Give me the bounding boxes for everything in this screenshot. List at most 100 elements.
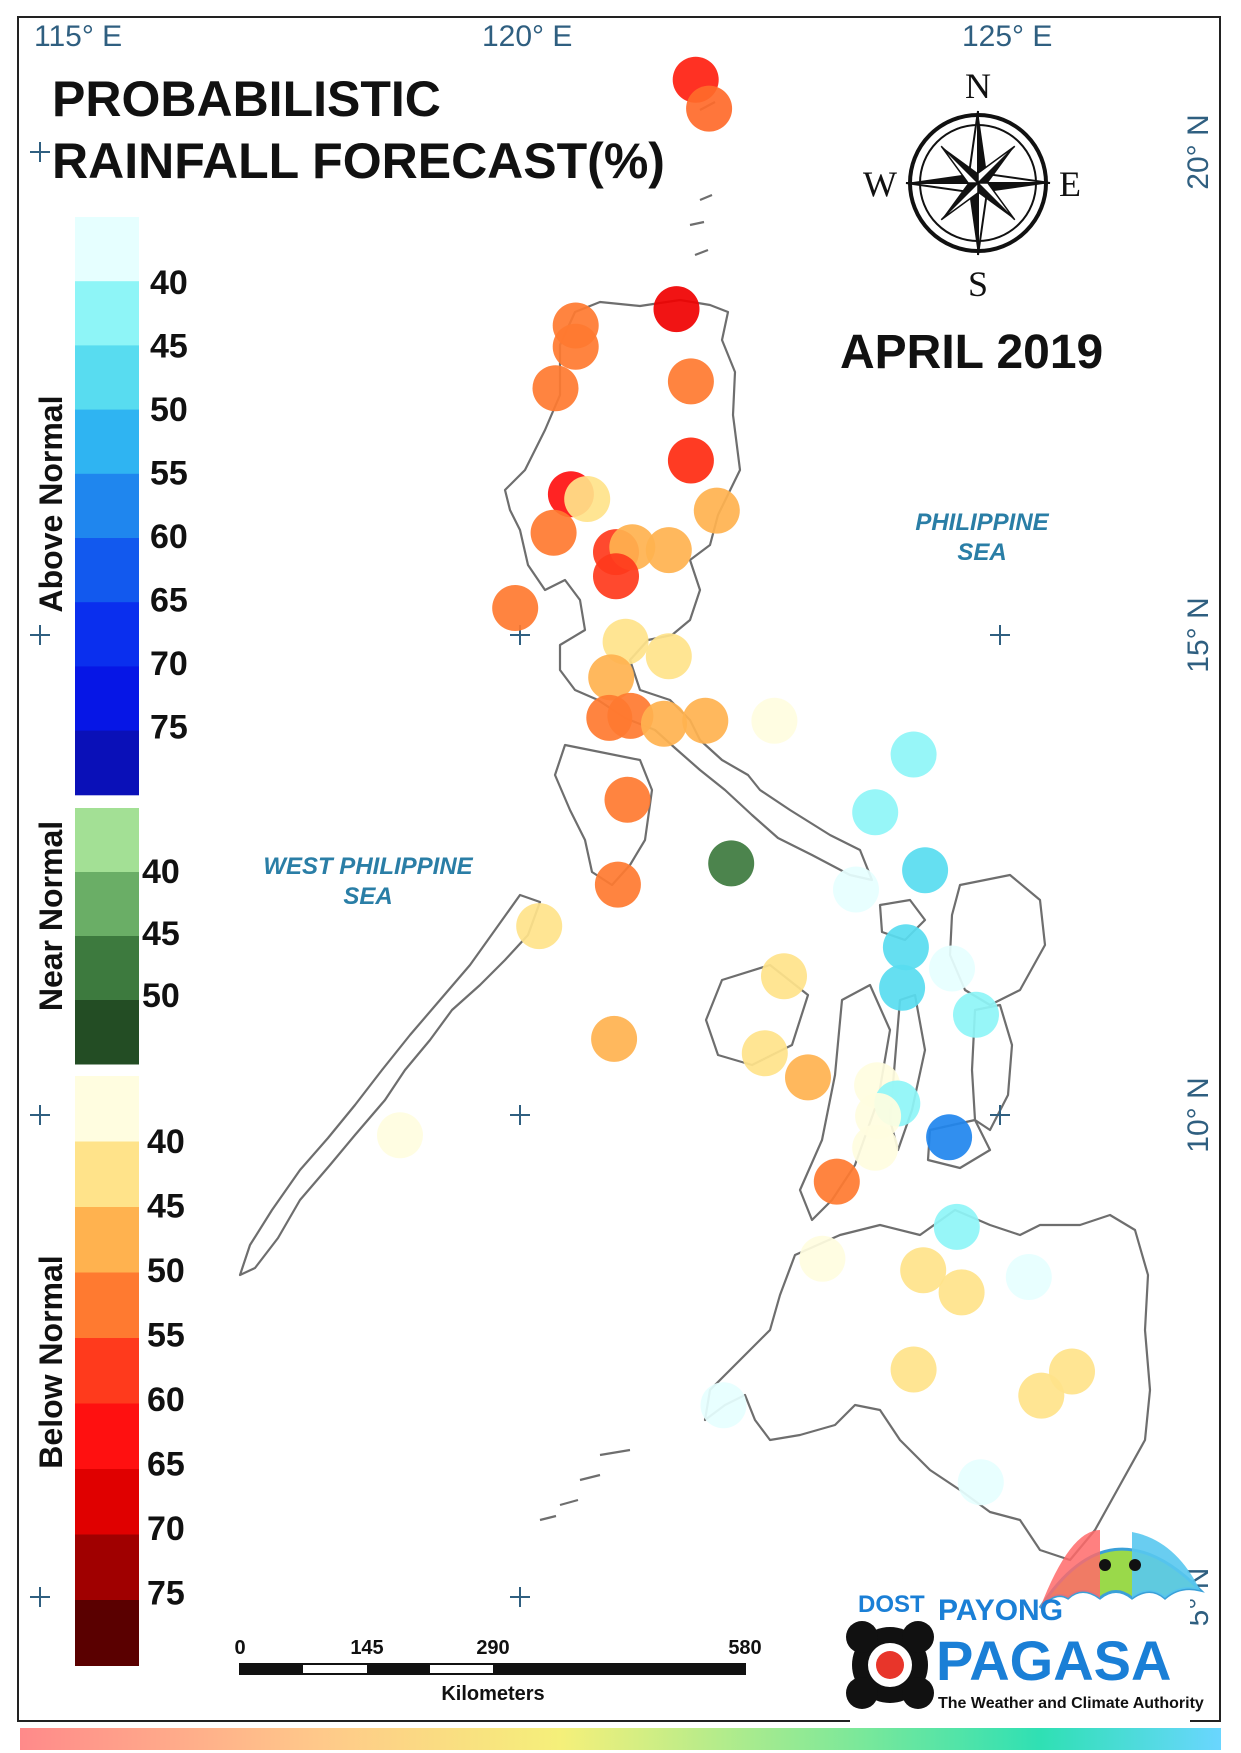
legend-near-swatch xyxy=(75,872,139,937)
legend-above-swatch xyxy=(75,409,139,475)
station-marker xyxy=(929,945,975,992)
legend-near-label: 45 xyxy=(142,915,180,953)
station-marker xyxy=(530,509,577,556)
station-marker xyxy=(852,1124,899,1171)
legend-near-normal: 40 45 50 xyxy=(75,808,180,1065)
legend-above-swatch xyxy=(75,345,139,411)
station-marker xyxy=(761,953,807,1000)
station-marker xyxy=(813,1158,860,1205)
legend-below-swatch xyxy=(75,1272,139,1339)
legend-below-label: 55 xyxy=(147,1317,185,1355)
compass-rose-icon xyxy=(905,110,1051,256)
legend-below-heading: Below Normal xyxy=(33,1255,69,1468)
sulu-islands xyxy=(539,1448,631,1522)
legend-below-swatch xyxy=(75,1600,139,1666)
legend-above-swatch xyxy=(75,473,139,539)
station-marker xyxy=(900,1247,947,1294)
legend-above-label: 75 xyxy=(150,709,188,747)
legend-near-label: 40 xyxy=(142,853,180,891)
lat-label-20: 20° N xyxy=(1182,114,1215,189)
west-philippine-sea-label-line1: WEST PHILIPPINE xyxy=(263,853,473,880)
legend-below-label: 75 xyxy=(147,1575,185,1613)
legend-near-swatch xyxy=(75,808,139,873)
legend-below-swatch xyxy=(75,1403,139,1470)
station-marker xyxy=(926,1114,973,1161)
philippine-sea-label-line1: PHILIPPINE xyxy=(915,509,1049,536)
legend-above-label: 55 xyxy=(150,455,188,493)
legend-above-swatch xyxy=(75,602,139,667)
bottom-color-strip xyxy=(20,1728,1221,1750)
station-marker xyxy=(653,286,700,333)
logo-payong: PAYONG xyxy=(938,1594,1063,1627)
map-title-line1: PROBABILISTIC xyxy=(52,71,441,127)
legend-below-label: 50 xyxy=(147,1252,185,1290)
station-marker xyxy=(882,924,929,971)
legend-above-label: 60 xyxy=(150,518,188,556)
station-marker xyxy=(890,1346,937,1393)
station-marker xyxy=(532,365,579,412)
station-marker xyxy=(953,991,999,1038)
legend-above-normal: 40 45 50 55 60 65 70 75 xyxy=(75,217,188,796)
legend-above-label: 70 xyxy=(150,645,188,683)
legend-above-label: 50 xyxy=(150,391,188,429)
compass-east: E xyxy=(1059,164,1081,204)
station-marker xyxy=(1018,1372,1065,1419)
station-marker xyxy=(708,840,755,887)
legend-near-swatch xyxy=(75,1000,139,1065)
legend-above-swatch xyxy=(75,281,139,346)
legend-below-swatch xyxy=(75,1469,139,1535)
station-marker xyxy=(593,553,639,600)
scale-label-145: 145 xyxy=(350,1637,383,1659)
scale-label-0: 0 xyxy=(234,1637,245,1659)
station-marker xyxy=(785,1054,831,1101)
station-marker xyxy=(833,866,879,913)
station-marker xyxy=(902,847,949,894)
station-marker xyxy=(552,323,599,370)
legend-above-swatch xyxy=(75,666,139,732)
legend-below-label: 40 xyxy=(147,1123,185,1161)
legend-above-swatch xyxy=(75,538,139,603)
luzon-outline xyxy=(503,298,874,882)
station-marker xyxy=(879,964,926,1011)
legend-near-heading: Near Normal xyxy=(33,821,69,1011)
lat-label-10: 10° N xyxy=(1182,1077,1215,1152)
pagasa-logo: DOST PAYONG PAGASA The Weather and Clima… xyxy=(846,1530,1205,1728)
station-marker xyxy=(890,731,937,778)
palawan-outline xyxy=(238,893,542,1277)
station-marker xyxy=(516,903,563,950)
northern-islands xyxy=(689,101,716,257)
station-marker xyxy=(588,654,635,701)
station-marker xyxy=(645,633,692,680)
logo-pagasa: PAGASA xyxy=(936,1629,1171,1692)
station-marker xyxy=(799,1235,846,1282)
forecast-month: APRIL 2019 xyxy=(840,326,1103,379)
station-marker xyxy=(741,1030,788,1077)
legend-below-swatch xyxy=(75,1207,139,1273)
legend-near-swatch xyxy=(75,936,139,1001)
scale-unit: Kilometers xyxy=(441,1683,544,1705)
station-marker xyxy=(852,789,899,836)
philippine-sea-label-line2: SEA xyxy=(957,539,1006,566)
station-forecast-markers xyxy=(377,56,1095,1506)
compass-north: N xyxy=(965,66,991,106)
legend-above-label: 65 xyxy=(150,582,188,620)
legend-below-swatch xyxy=(75,1141,139,1208)
legend-above-label: 40 xyxy=(150,264,188,302)
logo-dost: DOST xyxy=(858,1591,925,1618)
map-title-line2: RAINFALL FORECAST(%) xyxy=(52,133,665,189)
station-marker xyxy=(938,1269,985,1316)
compass-west: W xyxy=(863,164,897,204)
legend-above-label: 45 xyxy=(150,328,188,366)
station-marker xyxy=(693,487,740,534)
station-marker xyxy=(700,1382,747,1429)
scale-label-580: 580 xyxy=(728,1637,761,1659)
station-marker xyxy=(667,358,714,405)
station-marker xyxy=(957,1459,1004,1506)
legend-below-label: 60 xyxy=(147,1381,185,1419)
lon-label-115: 115° E xyxy=(34,20,122,53)
legend-below-swatch xyxy=(75,1076,139,1142)
lat-label-15: 15° N xyxy=(1182,597,1215,672)
legend-above-heading: Above Normal xyxy=(33,396,69,613)
station-marker xyxy=(641,700,687,747)
legend-below-label: 65 xyxy=(147,1446,185,1484)
